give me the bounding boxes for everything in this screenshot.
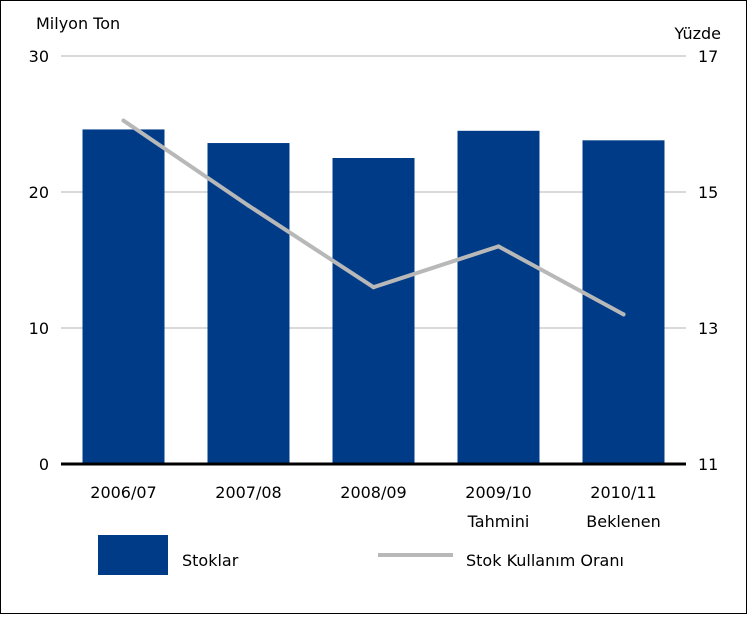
left-tick-label: 30 — [29, 47, 49, 66]
category-label: 2007/08 — [215, 483, 281, 502]
left-tick-label: 20 — [29, 183, 49, 202]
right-tick-label: 15 — [698, 183, 718, 202]
category-label: 2009/10 — [465, 483, 531, 502]
category-sublabel: Beklenen — [586, 512, 661, 531]
left-tick-label: 0 — [39, 455, 49, 474]
bar-stoklar — [457, 130, 540, 465]
tick-labels: 0 10 20 30 11 13 15 17 — [29, 47, 719, 474]
legend-swatch-stoklar — [98, 535, 168, 575]
left-tick-label: 10 — [29, 319, 49, 338]
right-tick-label: 11 — [698, 455, 718, 474]
point-stok-kullanim-orani — [121, 118, 126, 123]
category-labels: 2006/07 2007/08 2008/09 2009/10 Tahmini 2010/… — [90, 483, 660, 531]
category-label: 2008/09 — [340, 483, 406, 502]
point-stok-kullanim-orani — [621, 312, 626, 317]
legend: Stoklar Stok Kullanım Oranı — [98, 535, 624, 575]
legend-label-stok-kullanim-orani: Stok Kullanım Oranı — [466, 551, 624, 570]
bar-stoklar — [332, 158, 415, 464]
category-label: 2010/11 — [590, 483, 656, 502]
category-sublabel: Tahmini — [467, 512, 530, 531]
bar-stoklar — [82, 129, 165, 464]
bar-stoklar — [207, 143, 290, 465]
right-tick-label: 17 — [698, 47, 718, 66]
stoklar-bars — [82, 129, 665, 465]
stok-kullanim-line — [121, 118, 626, 317]
right-tick-label: 13 — [698, 319, 718, 338]
point-stok-kullanim-orani — [371, 285, 376, 290]
left-axis-unit: Milyon Ton — [36, 14, 120, 33]
category-label: 2006/07 — [90, 483, 156, 502]
point-stok-kullanim-orani — [246, 203, 251, 208]
right-axis-unit: Yüzde — [674, 24, 721, 43]
legend-label-stoklar: Stoklar — [182, 551, 239, 570]
point-stok-kullanim-orani — [496, 244, 501, 249]
bar-stoklar — [582, 140, 665, 464]
